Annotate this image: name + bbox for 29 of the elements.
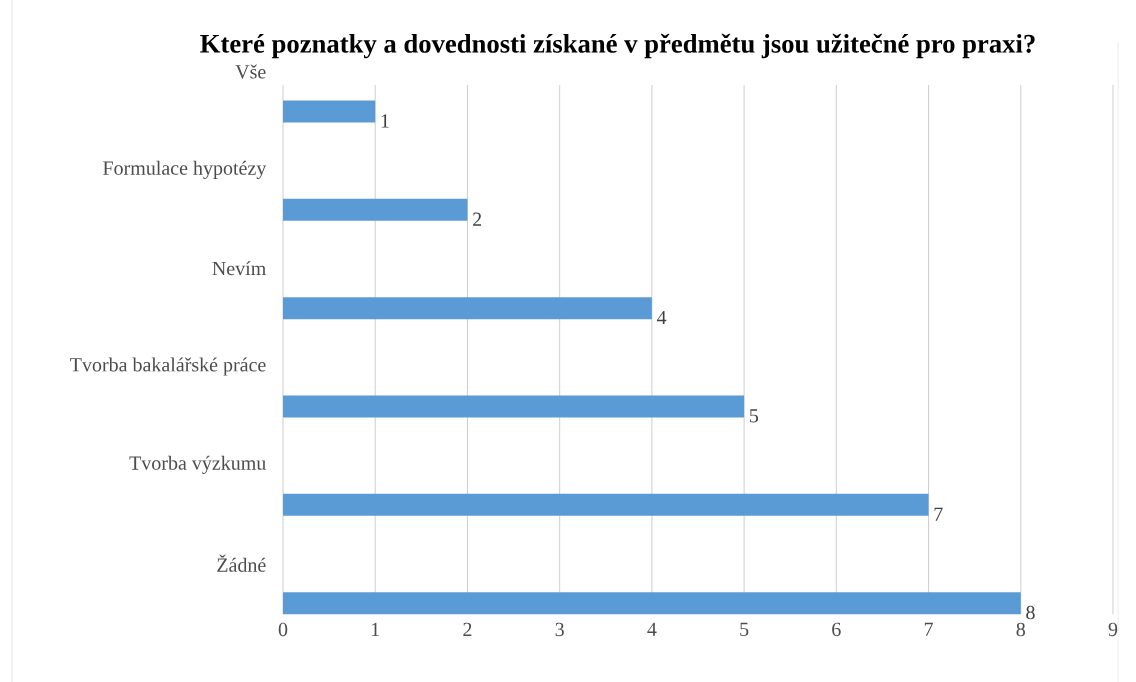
y-tick-label: Tvorba výzkumu xyxy=(129,455,266,474)
bar xyxy=(283,297,652,320)
x-tick-label: 7 xyxy=(924,622,933,636)
y-tick-label: Nevím xyxy=(212,261,266,276)
x-tick-label: 8 xyxy=(1016,622,1026,637)
bar xyxy=(283,100,376,123)
bar xyxy=(283,592,1021,615)
y-tick-label: Žádné xyxy=(217,554,266,572)
data-label: 8 xyxy=(1026,605,1035,620)
x-tick-label: 5 xyxy=(740,622,749,636)
x-tick-label: 9 xyxy=(1108,622,1118,637)
data-label: 2 xyxy=(473,212,482,226)
x-tick-label: 0 xyxy=(278,622,288,637)
bar xyxy=(283,198,468,221)
chart-title: Které poznatky a dovednosti získané v předmětu jsou užitečné pro praxi? xyxy=(200,33,1035,59)
y-tick-label: Tvorba bakalářské práce xyxy=(70,357,266,376)
x-tick-label: 1 xyxy=(371,622,380,636)
bar xyxy=(283,395,745,418)
data-label: 1 xyxy=(381,114,389,128)
bar xyxy=(283,493,929,516)
x-tick-label: 3 xyxy=(555,622,564,637)
x-tick-label: 4 xyxy=(647,622,657,636)
data-label: 7 xyxy=(934,507,943,521)
y-tick-label: Vše xyxy=(235,64,266,79)
data-label: 4 xyxy=(657,310,667,325)
x-tick-label: 6 xyxy=(832,622,841,637)
data-label: 5 xyxy=(749,409,759,423)
y-tick-label: Formulace hypotézy xyxy=(103,160,267,179)
x-tick-label: 2 xyxy=(463,622,472,636)
